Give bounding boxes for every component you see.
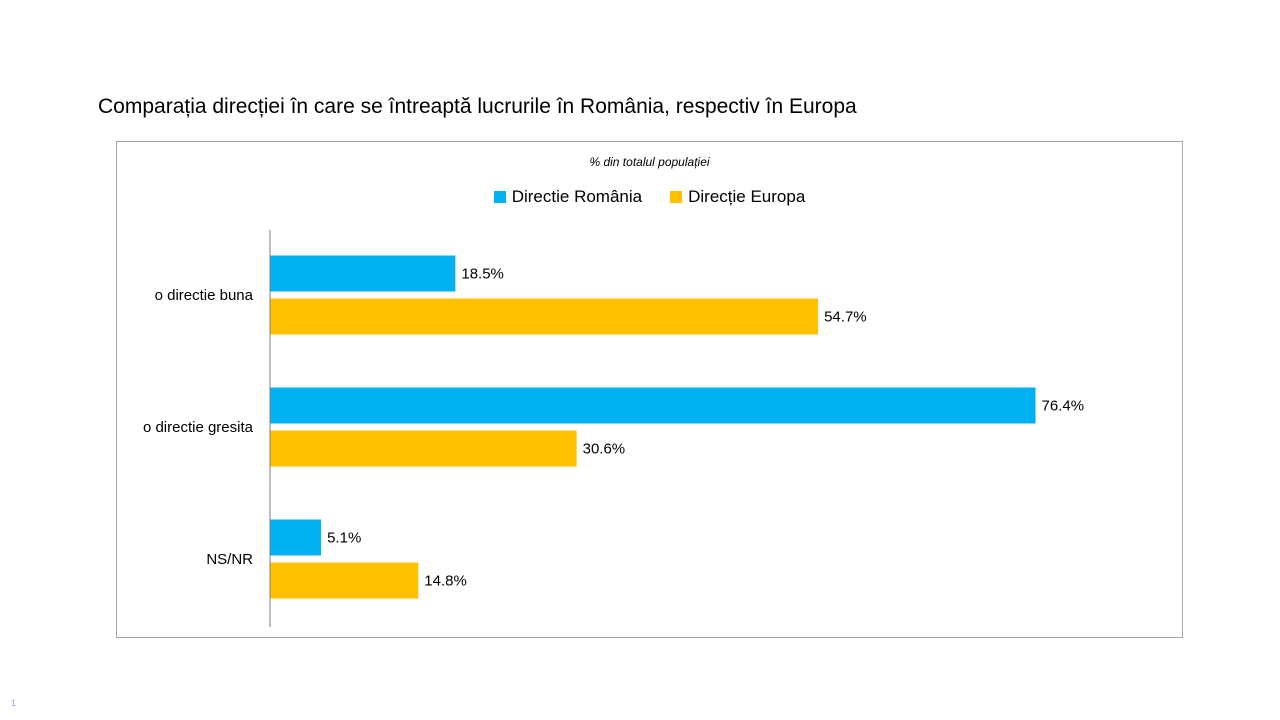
category-label-o-directie-buna: o directie buna [155,287,254,304]
chart-frame: % din totalul populației Directie Români… [116,141,1183,638]
page-number: 1 [11,698,17,708]
legend-label-romania: Directie România [511,187,643,206]
data-label-europa-ns-nr: 14.8% [424,573,467,590]
bar-romania-o-directie-buna [270,255,456,292]
bar-europa-ns-nr [270,562,419,599]
data-label-europa-o-directie-gresita: 30.6% [583,441,626,458]
bar-chart-plot: o directie buna 18.5% 54.7% o directie gres… [143,230,1085,627]
legend-label-europa: Direcție Europa [688,187,806,206]
category-label-o-directie-gresita: o directie gresita [143,419,254,436]
slide-title: Comparația direcției în care se întreapt… [98,95,857,118]
chart-legend: Directie România Direcție Europa [117,187,1182,207]
bar-europa-o-directie-buna [270,298,819,335]
bar-romania-ns-nr [270,519,322,556]
legend-swatch-romania [493,191,506,203]
data-label-romania-o-directie-buna: 18.5% [461,266,504,283]
chart-subtitle: % din totalul populației [589,155,710,169]
legend-item-europa: Direcție Europa [670,187,805,207]
legend-swatch-europa [670,191,683,203]
data-label-europa-o-directie-buna: 54.7% [824,309,867,326]
bar-europa-o-directie-gresita [270,430,577,467]
category-label-ns-nr: NS/NR [206,551,253,568]
bar-romania-o-directie-gresita [270,387,1036,424]
data-label-romania-ns-nr: 5.1% [327,530,361,547]
legend-item-romania: Directie România [493,187,643,207]
data-label-romania-o-directie-gresita: 76.4% [1042,398,1085,415]
